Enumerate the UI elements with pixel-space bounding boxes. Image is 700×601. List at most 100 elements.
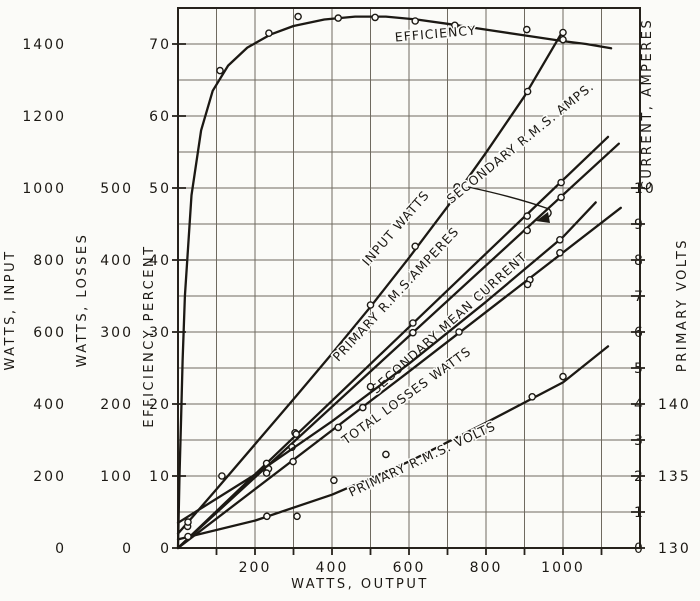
series-input-watts-point xyxy=(559,28,567,37)
series-primary-rms-volts-point xyxy=(293,512,301,521)
series-secondary-mean-current-point xyxy=(358,403,367,412)
axis-tick-label-efficiency: 0 xyxy=(160,541,171,557)
x-axis-title: WATTS, OUTPUT xyxy=(291,577,429,592)
axis-tick-label-primary_volts: 135 xyxy=(658,469,691,485)
series-secondary-mean-current-point xyxy=(334,423,343,432)
series-efficiency-point xyxy=(216,66,224,75)
series-primary-rms-amperes-point xyxy=(523,212,532,220)
series-secondary-mean-current-point xyxy=(455,328,463,336)
series-secondary-mean-current-label: SECONDARY MEAN CURRENT xyxy=(368,249,530,397)
series-primary-rms-volts-point xyxy=(528,392,537,401)
series-total-losses-watts-point xyxy=(366,382,375,391)
axis-tick-label-current: 6 xyxy=(634,325,645,341)
series-total-losses-watts-curve xyxy=(176,201,597,524)
series-total-losses-watts-point xyxy=(184,518,192,526)
axis-tick-label-watts_input: 400 xyxy=(33,397,66,413)
axis-tick-label-current: 3 xyxy=(634,433,645,449)
series-efficiency-point xyxy=(559,35,567,44)
axis-tick-label-watts_input: 1200 xyxy=(22,109,66,125)
series-efficiency-point xyxy=(265,29,273,38)
axis-tick-label-efficiency: 30 xyxy=(149,325,171,341)
series-primary-rms-amperes-curve xyxy=(176,135,610,550)
axis-tick-label-current: 9 xyxy=(634,217,645,233)
series-secondary-rms-amps-point xyxy=(523,226,532,235)
axis-tick-label-watts_losses: 400 xyxy=(100,253,133,269)
series-primary-rms-volts-point xyxy=(559,372,567,381)
axis-tick-label-watts_losses: 0 xyxy=(122,541,133,557)
axis-title-efficiency: EFFICIENCY PERCENT xyxy=(142,244,157,427)
axis-tick-label-current: 0 xyxy=(634,541,645,557)
series-total-losses-watts-point xyxy=(292,430,301,439)
series-primary-rms-volts-curve xyxy=(176,345,610,541)
series-primary-rms-volts-point xyxy=(330,476,338,485)
axis-tick-label-efficiency: 50 xyxy=(149,181,171,197)
axis-tick-label-watts_losses: 100 xyxy=(100,469,133,485)
axis-tick-label-watts_input: 600 xyxy=(33,325,66,341)
axis-tick-label-watts_losses: 300 xyxy=(100,325,133,341)
series-efficiency-point xyxy=(523,25,531,34)
series-secondary-rms-amps-pointer-line xyxy=(467,186,552,219)
series-secondary-rms-amps-pointer-arrowhead xyxy=(536,212,550,223)
axis-tick-label-current: 5 xyxy=(634,361,645,377)
x-axis-tick-label: 200 xyxy=(239,560,272,576)
axis-tick-label-efficiency: 40 xyxy=(149,253,171,269)
series-secondary-rms-amps-label: SECONDARY R.M.S. AMPS. xyxy=(444,79,597,207)
axis-title-watts_losses: WATTS, LOSSES xyxy=(75,233,90,368)
series-total-losses-watts-point xyxy=(523,280,532,289)
series-total-losses-watts-point xyxy=(262,469,271,477)
series-primary-rms-volts-point xyxy=(184,532,192,541)
series-input-watts-point xyxy=(523,87,532,96)
series-efficiency-point xyxy=(334,14,343,22)
axis-tick-label-watts_input: 200 xyxy=(33,469,66,485)
axis-tick-label-watts_input: 1000 xyxy=(22,181,66,197)
series-secondary-mean-current-point xyxy=(289,457,297,466)
axis-tick-label-current: 4 xyxy=(634,397,645,413)
series-primary-rms-amperes-point xyxy=(409,319,417,327)
x-axis-tick-label: 1000 xyxy=(541,560,585,576)
axis-tick-label-current: 10 xyxy=(634,181,656,197)
axis-tick-label-primary_volts: 140 xyxy=(658,397,691,413)
x-axis-tick-label: 400 xyxy=(316,560,349,576)
axis-title-watts_input: WATTS, INPUT xyxy=(3,249,18,370)
series-secondary-rms-amps-point xyxy=(409,328,417,337)
axis-title-primary_volts: PRIMARY VOLTS xyxy=(675,238,690,372)
axis-tick-label-watts_input: 1400 xyxy=(22,37,66,53)
series-efficiency-point xyxy=(411,17,420,25)
axis-tick-label-watts_losses: 500 xyxy=(100,181,133,197)
axis-tick-label-efficiency: 20 xyxy=(149,397,171,413)
series-input-watts-point xyxy=(366,301,375,309)
series-efficiency-point xyxy=(294,12,302,21)
series-input-watts-point xyxy=(218,472,226,480)
axis-tick-label-watts_input: 0 xyxy=(55,541,66,557)
series-efficiency-point xyxy=(371,13,379,22)
x-axis-tick-label: 600 xyxy=(393,560,426,576)
axis-tick-label-current: 8 xyxy=(634,253,645,269)
axis-tick-label-current: 7 xyxy=(634,289,645,305)
series-secondary-rms-amps-curve xyxy=(176,142,620,550)
axis-tick-label-primary_volts: 130 xyxy=(658,541,691,557)
series-efficiency-label: EFFICIENCY xyxy=(394,22,477,44)
axis-tick-label-efficiency: 10 xyxy=(149,469,171,485)
axis-tick-label-efficiency: 70 xyxy=(149,37,171,53)
series-primary-rms-amperes-label: PRIMARY R.M.S.AMPERES xyxy=(330,224,462,364)
axis-title-current: CURRENT, AMPERES xyxy=(640,18,655,190)
axis-tick-label-watts_losses: 200 xyxy=(100,397,133,413)
series-input-watts-point xyxy=(453,183,461,191)
series-primary-rms-volts-point xyxy=(263,512,271,521)
axis-tick-label-current: 2 xyxy=(634,469,645,485)
series-primary-rms-amperes-point xyxy=(557,178,565,187)
series-secondary-mean-current-point xyxy=(556,248,564,257)
axis-tick-label-watts_input: 800 xyxy=(33,253,66,269)
series-efficiency-point xyxy=(450,21,459,30)
series-input-watts-point xyxy=(411,242,420,251)
axis-tick-label-current: 1 xyxy=(634,505,645,521)
series-primary-rms-volts-point xyxy=(382,450,390,459)
x-axis-tick-label: 800 xyxy=(470,560,503,576)
series-secondary-rms-amps-point xyxy=(557,193,565,202)
axis-tick-label-efficiency: 60 xyxy=(149,109,171,125)
series-secondary-mean-current-curve xyxy=(176,206,622,550)
series-total-losses-watts-point xyxy=(556,235,564,244)
series-efficiency-curve xyxy=(176,15,613,550)
